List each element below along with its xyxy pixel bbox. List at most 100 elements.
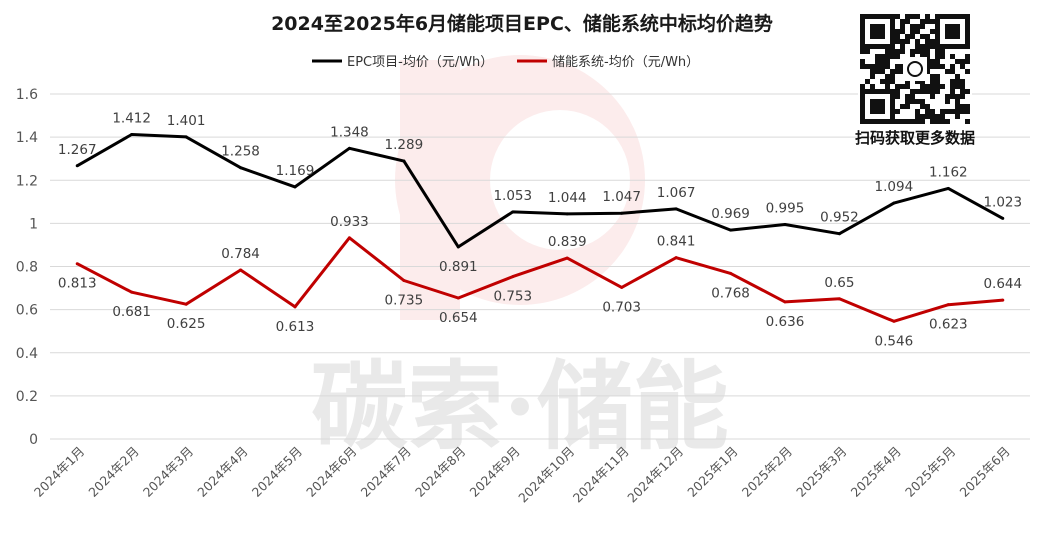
qr-module [920, 19, 925, 24]
qr-module [900, 49, 905, 54]
qr-module [890, 79, 895, 84]
qr-module [895, 89, 900, 94]
qr-module [905, 119, 910, 124]
qr-module [925, 59, 930, 64]
system-data-label: 0.703 [602, 299, 641, 315]
qr-module [900, 44, 905, 49]
system-point [347, 236, 351, 240]
qr-module [900, 69, 905, 74]
qr-module [900, 104, 905, 109]
qr-module [905, 19, 910, 24]
epc-point [1001, 216, 1005, 220]
qr-module [905, 34, 910, 39]
qr-module [940, 114, 945, 119]
y-tick-label: 0.8 [16, 260, 38, 276]
qr-code [858, 12, 972, 126]
qr-module [925, 64, 930, 69]
qr-module [940, 54, 945, 59]
qr-module [925, 39, 930, 44]
system-point [837, 297, 841, 301]
epc-point [837, 232, 841, 236]
qr-module [925, 89, 930, 94]
epc-data-label: 1.023 [983, 194, 1022, 210]
qr-module [960, 94, 965, 99]
qr-module [895, 34, 900, 39]
qr-module [915, 44, 920, 49]
qr-module [940, 109, 945, 114]
system-point [75, 262, 79, 266]
qr-module [955, 104, 960, 109]
qr-module [960, 59, 965, 64]
qr-module [925, 19, 930, 24]
epc-point [402, 159, 406, 163]
legend-label-system: 储能系统-均价（元/Wh） [552, 55, 699, 70]
system-data-label: 0.753 [493, 289, 532, 305]
x-tick-label: 2024年4月 [194, 444, 250, 500]
qr-module [880, 79, 885, 84]
qr-module [915, 14, 920, 19]
x-tick-label: 2024年2月 [85, 444, 141, 500]
qr-module [885, 54, 890, 59]
system-data-label: 0.768 [711, 285, 750, 301]
epc-point [946, 186, 950, 190]
epc-point [130, 133, 134, 137]
qr-module [895, 94, 900, 99]
qr-module [935, 119, 940, 124]
qr-module [945, 69, 950, 74]
qr-module [900, 19, 905, 24]
y-tick-label: 0.2 [16, 389, 38, 405]
system-data-label: 0.654 [439, 310, 478, 326]
qr-module [955, 74, 960, 79]
qr-module [930, 109, 935, 114]
epc-point [184, 135, 188, 139]
qr-module [885, 49, 890, 54]
system-point [456, 296, 460, 300]
system-point [620, 285, 624, 289]
qr-module [885, 84, 890, 89]
qr-module [895, 14, 900, 19]
qr-module [955, 59, 960, 64]
epc-data-label: 0.952 [820, 210, 859, 226]
qr-module [920, 89, 925, 94]
qr-module [900, 64, 905, 69]
qr-module [950, 84, 955, 89]
system-data-label: 0.623 [929, 317, 968, 333]
epc-data-label: 1.267 [58, 142, 97, 158]
qr-module [935, 89, 940, 94]
qr-module [910, 24, 915, 29]
qr-module [905, 39, 910, 44]
epc-line [76, 133, 1004, 249]
y-tick-label: 0.4 [16, 346, 38, 362]
epc-data-label: 1.412 [112, 111, 151, 127]
qr-module [935, 114, 940, 119]
qr-module [955, 109, 960, 114]
x-tick-label: 2025年2月 [739, 444, 795, 500]
qr-module [925, 34, 930, 39]
x-tick-label: 2025年5月 [902, 444, 958, 500]
qr-module [930, 84, 935, 89]
qr-module [945, 119, 950, 124]
system-point [184, 302, 188, 306]
qr-caption: 扫码获取更多数据 [855, 129, 975, 147]
qr-module [960, 104, 965, 109]
qr-module [895, 69, 900, 74]
epc-data-label: 0.891 [439, 259, 478, 275]
qr-module [965, 109, 970, 114]
qr-module [930, 29, 935, 34]
qr-module [910, 14, 915, 19]
epc-point [239, 166, 243, 170]
qr-module [960, 64, 965, 69]
qr-module [895, 29, 900, 34]
system-point [130, 290, 134, 294]
x-tick-label: 2024年3月 [140, 444, 196, 500]
x-tick-label: 2025年4月 [848, 444, 904, 500]
qr-module [925, 14, 930, 19]
qr-logo-mark [907, 61, 923, 77]
qr-module [950, 94, 955, 99]
qr-module [920, 99, 925, 104]
epc-point [75, 164, 79, 168]
qr-module [900, 39, 905, 44]
epc-data-label: 0.969 [711, 206, 750, 222]
qr-finder-core [870, 99, 885, 114]
